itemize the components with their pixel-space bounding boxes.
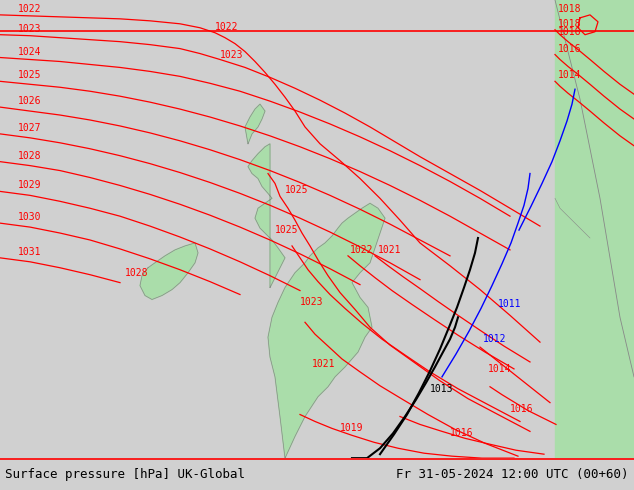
Text: 1025: 1025 (18, 71, 41, 80)
Text: Surface pressure [hPa] UK-Global: Surface pressure [hPa] UK-Global (5, 468, 245, 481)
Text: 1019: 1019 (340, 423, 363, 433)
Text: 1018: 1018 (558, 4, 581, 14)
Text: 1013: 1013 (430, 384, 453, 393)
Text: 1018: 1018 (558, 19, 581, 29)
Text: 1031: 1031 (18, 247, 41, 257)
Text: 1022: 1022 (350, 245, 373, 255)
Text: 1023: 1023 (18, 24, 41, 34)
Text: 1025: 1025 (275, 225, 299, 235)
Text: 1016: 1016 (510, 404, 533, 414)
Text: 1022: 1022 (18, 4, 41, 14)
Polygon shape (248, 144, 285, 288)
Text: 1030: 1030 (18, 212, 41, 222)
Text: 1023: 1023 (300, 297, 323, 307)
Text: 1029: 1029 (18, 180, 41, 191)
Text: 1022: 1022 (215, 22, 238, 32)
Text: 1023: 1023 (220, 49, 243, 59)
Text: Fr 31-05-2024 12:00 UTC (00+60): Fr 31-05-2024 12:00 UTC (00+60) (396, 468, 629, 481)
Text: 1028: 1028 (18, 150, 41, 161)
Text: 1021: 1021 (312, 359, 335, 369)
Text: 1024: 1024 (18, 47, 41, 56)
Text: 1016: 1016 (558, 44, 581, 53)
Text: 1014: 1014 (558, 71, 581, 80)
Text: 1012: 1012 (483, 334, 507, 344)
Text: 1025: 1025 (285, 185, 309, 196)
Text: 1016: 1016 (558, 27, 581, 37)
Polygon shape (245, 104, 265, 144)
Text: 1014: 1014 (488, 364, 512, 374)
Text: 1011: 1011 (498, 299, 522, 309)
Polygon shape (140, 243, 198, 299)
Text: 1027: 1027 (18, 123, 41, 133)
Polygon shape (268, 203, 385, 458)
Text: 1026: 1026 (18, 96, 41, 106)
Polygon shape (555, 0, 634, 458)
Text: 1016: 1016 (450, 428, 474, 439)
Text: 1021: 1021 (378, 245, 401, 255)
Text: 1028: 1028 (125, 268, 148, 278)
